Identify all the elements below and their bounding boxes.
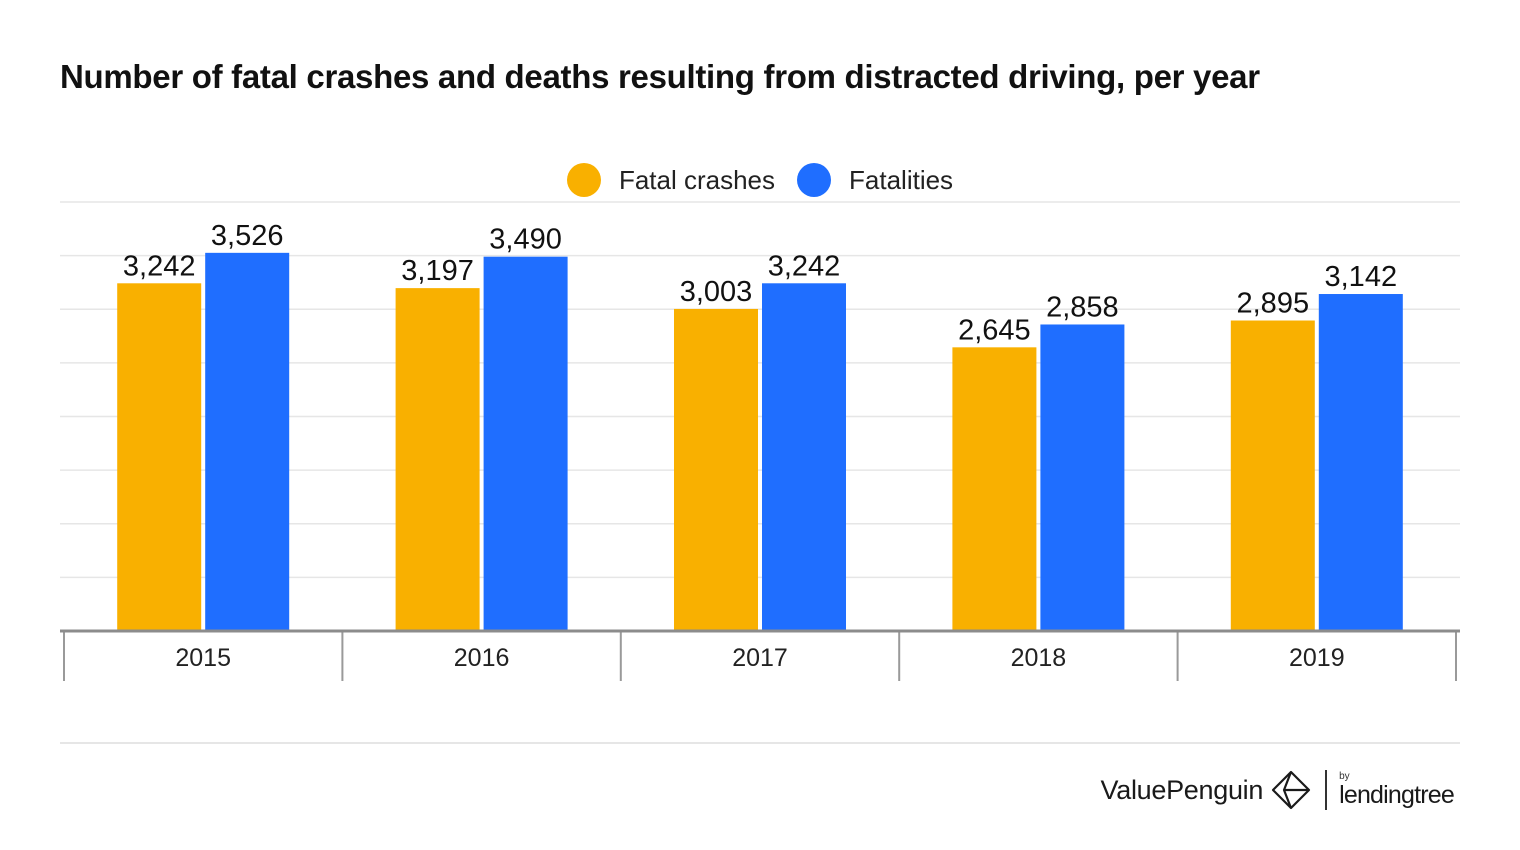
data-label: 3,003: [680, 276, 753, 308]
brand-valuepenguin-text: ValuePenguin: [1100, 774, 1264, 805]
bar-fatal-crashes-2017: [674, 308, 758, 631]
brand-lendingtree: by lendingtree: [1339, 771, 1455, 809]
bar-fatal-crashes-2018: [952, 347, 1037, 631]
chart-title: Number of fatal crashes and deaths resul…: [60, 58, 1260, 95]
legend: Fatal crashes Fatalities: [0, 160, 1520, 200]
bar-fatal-crashes-2015: [117, 283, 202, 631]
data-label: 2,645: [958, 314, 1031, 346]
valuepenguin-diamond-icon: [1271, 770, 1311, 810]
brand-divider: [1325, 770, 1328, 810]
legend-swatch-fatal-crashes: [566, 163, 601, 197]
data-label: 3,197: [401, 255, 474, 287]
x-tick-label: 2019: [1289, 644, 1345, 672]
data-label: 2,895: [1237, 288, 1310, 320]
bar-fatalities-2019: [1318, 294, 1403, 631]
brand-lendingtree-text: lendingtree: [1339, 781, 1455, 809]
footer-divider: [60, 742, 1460, 744]
legend-label-fatal-crashes: Fatal crashes: [618, 164, 776, 195]
bar-fatalities-2017: [762, 283, 846, 631]
bar-fatalities-2016: [483, 256, 568, 631]
data-label: 3,242: [768, 250, 841, 282]
legend-swatch-fatalities: [797, 163, 832, 197]
bar-fatal-crashes-2019: [1230, 320, 1315, 631]
bar-fatalities-2018: [1040, 324, 1125, 631]
x-tick-label: 2018: [1011, 644, 1067, 672]
bar-fatalities-2015: [205, 252, 290, 632]
x-tick-label: 2017: [732, 644, 788, 672]
x-tick-label: 2016: [454, 644, 510, 672]
x-tick-label: 2015: [175, 644, 231, 672]
data-label: 3,142: [1325, 261, 1398, 293]
data-label: 3,526: [211, 220, 284, 252]
data-label: 2,858: [1046, 291, 1119, 323]
legend-label-fatalities: Fatalities: [849, 164, 954, 195]
data-label: 3,490: [489, 224, 562, 256]
bar-fatal-crashes-2016: [395, 288, 480, 631]
brand-by-text: by: [1339, 771, 1350, 782]
legend-item-fatal-crashes: Fatal crashes: [566, 163, 776, 197]
data-label: 3,242: [123, 250, 196, 282]
legend-item-fatalities: Fatalities: [797, 163, 953, 197]
brand-logo: ValuePenguin by lendingtree: [1100, 770, 1455, 810]
